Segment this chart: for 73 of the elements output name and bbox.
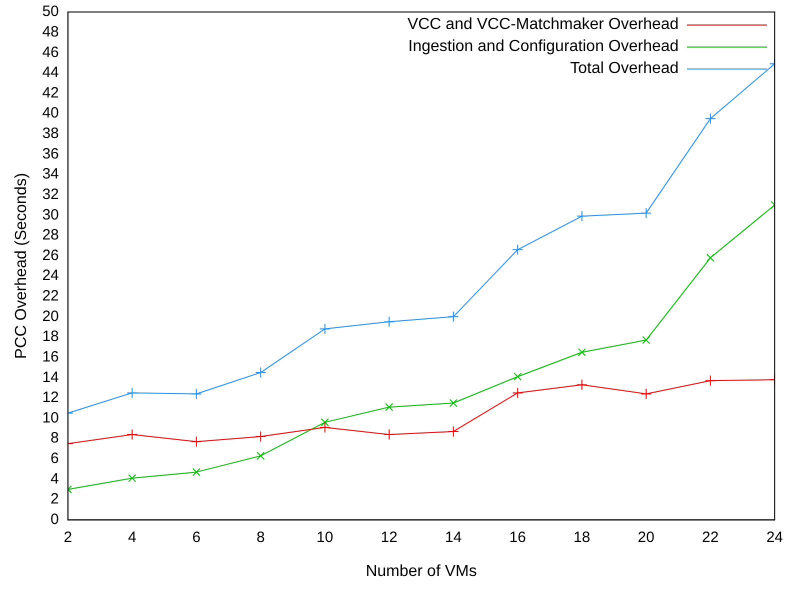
y-tick-label: 36	[42, 145, 59, 162]
y-axis-title: PCC Overhead (Seconds)	[13, 172, 30, 359]
point	[576, 379, 588, 390]
y-tick-label: 24	[42, 267, 59, 284]
y-tick-label: 28	[42, 226, 59, 244]
point	[512, 244, 524, 256]
y-tick-label: 38	[42, 125, 59, 142]
y-tick-label: 22	[42, 288, 59, 305]
point	[514, 372, 522, 381]
y-tick-label: 10	[42, 409, 59, 426]
point	[512, 387, 524, 398]
point	[640, 208, 652, 219]
legend-label: Total Overhead	[570, 60, 679, 78]
y-tick-label: 50	[42, 3, 59, 20]
point	[126, 387, 138, 398]
point	[255, 367, 266, 378]
y-tick-label: 40	[42, 104, 59, 122]
point	[384, 316, 395, 328]
y-tick-label: 4	[50, 470, 59, 488]
point	[192, 468, 200, 476]
y-tick-label: 44	[42, 64, 59, 82]
point	[128, 474, 136, 482]
x-tick-label: 22	[702, 528, 719, 546]
point	[384, 428, 395, 440]
x-tick-label: 10	[316, 528, 334, 546]
point	[256, 452, 265, 460]
x-tick-label: 18	[574, 528, 590, 546]
y-tick-label: 2	[50, 490, 59, 508]
point	[319, 422, 330, 433]
point	[126, 428, 138, 440]
y-tick-label: 42	[42, 84, 59, 102]
y-tick-label: 0	[50, 510, 59, 528]
point	[448, 426, 459, 437]
point	[704, 113, 716, 124]
point	[576, 210, 588, 222]
point	[642, 336, 650, 344]
x-tick-label: 14	[445, 528, 462, 546]
y-tick-label: 8	[50, 430, 59, 447]
y-tick-label: 14	[42, 368, 59, 386]
y-tick-label: 26	[42, 246, 59, 264]
y-tick-label: 34	[42, 166, 59, 183]
y-tick-label: 30	[42, 206, 59, 224]
legend-label: Ingestion and Configuration Overhead	[408, 38, 679, 56]
point	[578, 348, 586, 356]
point	[385, 403, 394, 412]
point	[255, 431, 266, 442]
point	[706, 254, 714, 262]
x-tick-label: 2	[64, 528, 72, 546]
point	[704, 375, 716, 386]
y-tick-label: 18	[42, 328, 59, 346]
point	[190, 436, 202, 448]
y-tick-label: 32	[42, 186, 59, 203]
legend-label: VCC and VCC-Matchmaker Overhead	[407, 16, 679, 34]
y-tick-label: 48	[42, 23, 59, 40]
point	[448, 311, 459, 322]
x-tick-label: 12	[380, 528, 398, 546]
x-tick-label: 24	[766, 528, 783, 546]
y-tick-label: 46	[42, 44, 59, 61]
point	[190, 388, 202, 400]
point	[319, 323, 330, 334]
x-tick-label: 4	[128, 528, 136, 546]
y-tick-label: 12	[42, 389, 59, 406]
point	[320, 418, 329, 426]
x-tick-label: 6	[192, 528, 201, 546]
point	[640, 388, 652, 400]
point	[449, 398, 458, 408]
x-tick-label: 20	[638, 528, 654, 546]
y-tick-label: 20	[42, 308, 59, 325]
x-tick-label: 8	[256, 528, 265, 546]
y-tick-label: 6	[50, 450, 59, 468]
x-axis-title: Number of VMs	[366, 562, 477, 580]
x-tick-label: 16	[509, 528, 526, 546]
y-tick-label: 16	[42, 348, 59, 366]
